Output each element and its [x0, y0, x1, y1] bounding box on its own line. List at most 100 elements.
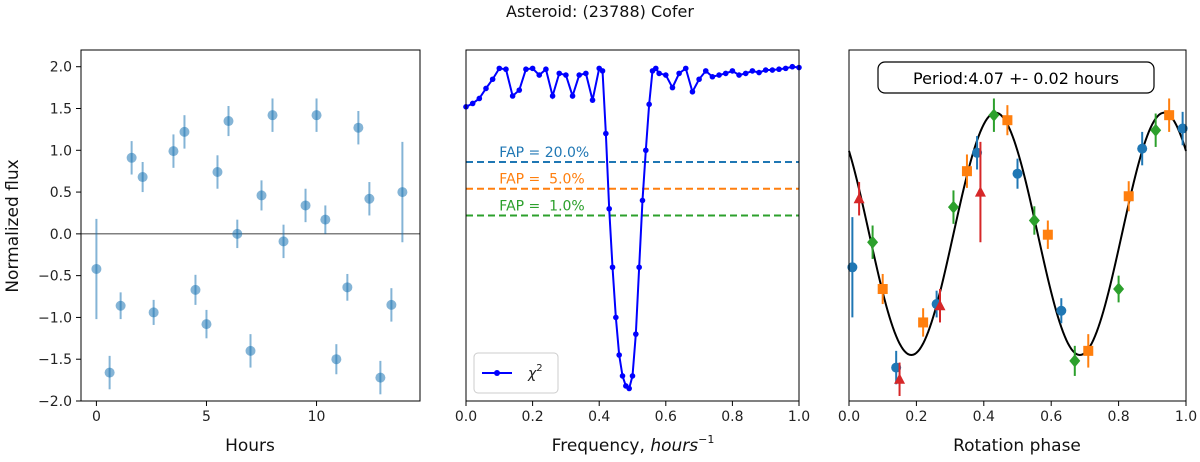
chi2-point: [619, 373, 626, 379]
chi2-point: [583, 70, 589, 77]
legend-label-sup: 2: [536, 363, 542, 374]
periodogram-xtick-label: 0.0: [455, 409, 477, 425]
chi2-point: [716, 72, 722, 78]
phased-point-diamond: [1069, 354, 1081, 368]
lightcurve-point: [375, 372, 386, 383]
lightcurve-ytick-label: −2.0: [38, 394, 72, 410]
chi2-point: [599, 68, 606, 74]
phased-xlabel: Rotation phase: [953, 436, 1081, 456]
lightcurve-point: [91, 263, 102, 274]
legend-box: [473, 352, 559, 394]
panel-phased: 0.0 0.2 0.4 0.6 0.8 1.0 Rotation phase Period…: [838, 49, 1197, 456]
chi2-point: [613, 314, 619, 321]
phased-xtick-label: 0.0: [838, 409, 860, 425]
chi2-point: [476, 95, 483, 102]
lightcurve-xtick-label: 5: [202, 409, 211, 425]
phased-point-diamond: [1028, 213, 1040, 227]
chi2-point: [633, 331, 639, 337]
chi2-point: [509, 93, 516, 99]
chi2-point: [536, 72, 543, 78]
chi2-point: [549, 93, 556, 99]
chi2-point: [639, 197, 646, 204]
chi2-point: [643, 147, 649, 154]
chi2-point: [749, 68, 756, 74]
lightcurve-ytick-label: 0.0: [50, 227, 72, 243]
lightcurve-point: [223, 116, 234, 127]
chi2-point: [503, 66, 509, 73]
chi2-point: [543, 66, 549, 73]
chi2-point: [689, 88, 696, 95]
chi2-point: [782, 65, 789, 72]
lightcurve-ylabel: Normalized flux: [3, 159, 23, 292]
period-annotation: Period:4.07 +- 0.02 hours: [877, 61, 1155, 94]
lightcurve-point: [148, 307, 159, 318]
lightcurve-point: [104, 367, 115, 378]
chi2-point: [556, 70, 563, 77]
periodogram-xtick-label: 0.6: [655, 409, 677, 425]
chi2-point: [656, 70, 662, 77]
chi2-point: [653, 65, 659, 72]
lightcurve-point: [201, 319, 212, 330]
chi2-point: [669, 84, 676, 91]
phased-point-diamond: [988, 108, 1000, 122]
chi2-point: [663, 72, 669, 78]
chi2-point: [569, 93, 576, 99]
panel-lightcurve: 0 5 10 −2.0 −1.5 −1.0 −0.5 0.0 0.5 1.0 1.5 2.0 Hour…: [3, 49, 421, 456]
period-annotation-text: Period:4.07 +- 0.02 hours: [913, 69, 1119, 88]
phased-point-circle: [847, 262, 858, 273]
period-annotation-box: [877, 61, 1155, 94]
phased-point-square: [1164, 110, 1175, 121]
phased-point-circle: [1012, 168, 1023, 179]
figure-title: Asteroid: (23788) Cofer: [506, 2, 694, 21]
lightcurve-point: [397, 187, 408, 198]
phased-point-diamond: [867, 235, 879, 249]
chi2-point: [702, 68, 709, 74]
chi2-point: [616, 352, 622, 358]
phased-point-triangle: [853, 192, 865, 204]
phased-point-square: [1123, 191, 1134, 202]
chi2-point: [762, 67, 769, 73]
chi2-point: [516, 87, 523, 93]
phased-point-circle: [1137, 143, 1148, 154]
lightcurve-point: [331, 354, 342, 365]
lightcurve-point: [364, 193, 375, 204]
lightcurve-point: [212, 167, 223, 178]
phased-point-triangle: [894, 373, 906, 384]
chi2-point: [483, 85, 489, 92]
chi2-point: [576, 72, 583, 78]
fap-label: FAP = 20.0%: [499, 145, 589, 161]
chi2-curve: [465, 65, 800, 391]
periodogram-legend: χ2: [473, 352, 559, 394]
fap-label: FAP = 1.0%: [499, 198, 584, 214]
periodogram-xtick-label: 0.4: [588, 409, 610, 425]
chi2-point: [769, 67, 776, 73]
periodogram-xtick-label: 1.0: [788, 409, 810, 425]
phased-point-square: [961, 166, 972, 177]
chi2-point: [646, 101, 652, 108]
panel-periodogram-frame: [465, 49, 800, 402]
chi2-point: [756, 69, 762, 76]
lightcurve-ytick-label: 1.0: [50, 143, 72, 159]
lightcurve-point: [353, 122, 364, 133]
chi2-point: [529, 65, 536, 72]
lightcurve-point: [386, 299, 397, 310]
fap-label: FAP = 5.0%: [499, 172, 584, 188]
chi2-point: [676, 70, 682, 77]
lightcurve-ytick-label: 0.5: [50, 185, 72, 201]
periodogram-xlabel: Frequency, hours−1: [552, 433, 715, 456]
chi2-point: [523, 66, 529, 73]
lightcurve-point: [256, 190, 267, 201]
legend-label: χ2: [527, 363, 543, 382]
lightcurve-point: [245, 345, 256, 356]
chi2-point: [776, 66, 782, 73]
chi2-point: [742, 70, 749, 77]
chi2-point: [629, 373, 636, 379]
panel-periodogram: FAP = 20.0% FAP = 5.0% FAP = 1.0% 0.0 0.2 0.…: [455, 49, 810, 456]
chi2-point: [789, 63, 796, 70]
lightcurve-ytick-label: −1.5: [38, 352, 72, 368]
chi2-point: [736, 72, 742, 78]
lightcurve-point: [278, 236, 289, 247]
phased-xtick-label: 0.6: [1040, 409, 1062, 425]
lightcurve-point: [137, 172, 148, 183]
phased-point-square: [877, 284, 888, 295]
